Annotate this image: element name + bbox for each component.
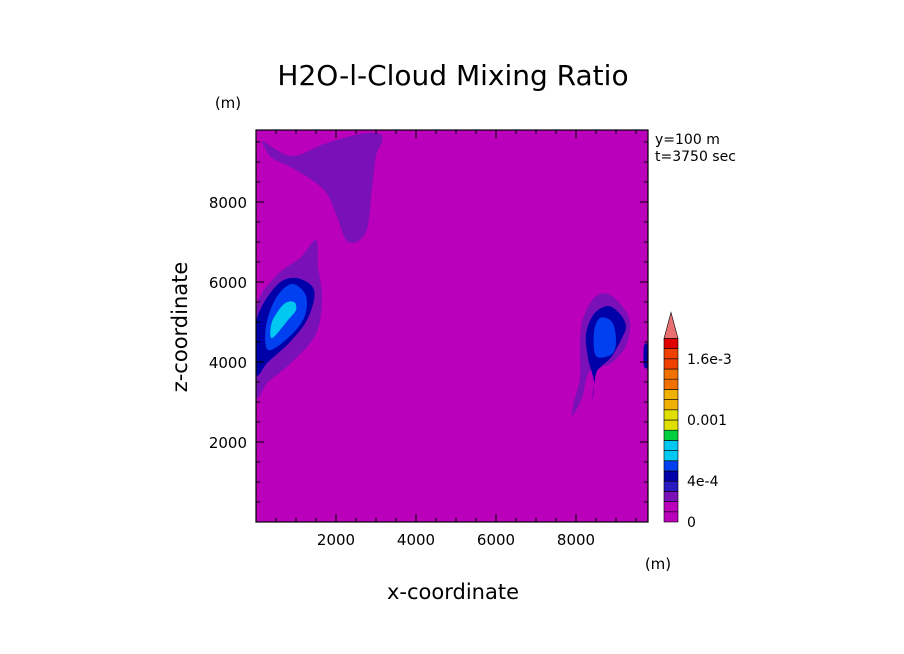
y-tick-label: 2000	[209, 434, 247, 452]
x-tick-label: 8000	[557, 531, 595, 549]
y-unit-label: (m)	[215, 94, 241, 112]
x-unit-label: (m)	[645, 555, 671, 573]
colorbar-swatch	[663, 378, 679, 390]
colorbar-swatch	[663, 368, 679, 380]
chart-title: H2O-l-Cloud Mixing Ratio	[277, 59, 628, 92]
colorbar-label: 0	[687, 515, 696, 531]
contour-region-level-3-2	[593, 317, 616, 358]
y-tick-label: 8000	[209, 194, 247, 212]
colorbar-swatch	[663, 480, 679, 492]
colorbar-label: 4e-4	[687, 474, 719, 490]
colorbar-swatch	[663, 338, 679, 349]
y-tick-label: 4000	[209, 354, 247, 372]
contour-fills	[256, 132, 648, 417]
y-axis-label: z-coordinate	[168, 262, 192, 393]
contour-region-level-4-1	[270, 301, 297, 339]
info-y: y=100 m	[655, 132, 720, 148]
y-axis-ticks: 2000 4000 6000 8000	[209, 141, 648, 503]
colorbar-label: 0.001	[687, 413, 727, 429]
colorbar-swatch	[663, 491, 679, 502]
y-tick-label: 6000	[209, 274, 247, 292]
colorbar-swatch	[663, 501, 679, 513]
colorbar-swatch	[663, 389, 679, 400]
colorbar-swatch	[663, 450, 679, 462]
x-axis-ticks: 2000 4000 6000 8000	[275, 130, 637, 549]
colorbar: 0 4e-4 0.001 1.6e-3	[663, 311, 732, 531]
contour-plot: 2000 4000 6000 8000 2000 4000 6000 8000	[209, 129, 649, 549]
colorbar-swatch	[663, 419, 679, 431]
colorbar-swatch	[663, 399, 679, 411]
plot-frame	[255, 129, 649, 523]
x-tick-label: 6000	[477, 531, 515, 549]
contour-region-level-1-1	[261, 132, 383, 243]
colorbar-swatch	[663, 470, 679, 482]
colorbar-label: 1.6e-3	[687, 352, 732, 368]
colorbar-swatch	[663, 348, 679, 360]
colorbar-swatch	[663, 511, 679, 523]
info-t: t=3750 sec	[655, 149, 736, 165]
colorbar-swatch	[663, 358, 679, 370]
colorbar-swatch	[663, 460, 679, 472]
colorbar-swatch	[663, 440, 679, 451]
x-tick-label: 2000	[317, 531, 355, 549]
x-axis-label: x-coordinate	[387, 580, 519, 604]
colorbar-extend-arrow	[663, 311, 679, 339]
colorbar-swatch	[663, 409, 679, 421]
colorbar-swatch	[663, 429, 679, 441]
x-tick-label: 4000	[397, 531, 435, 549]
